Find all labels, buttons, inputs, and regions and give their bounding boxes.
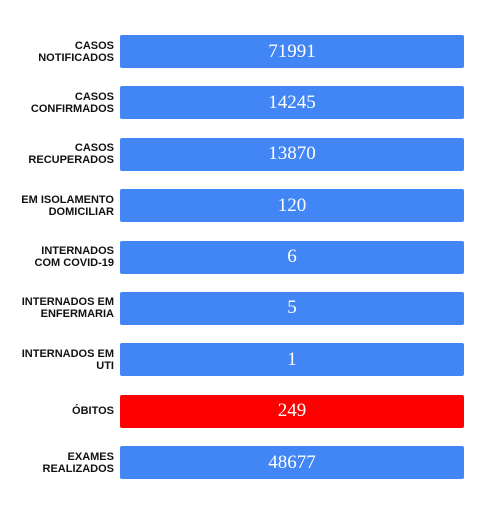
stat-bar: 71991 — [120, 35, 464, 68]
stat-label: EM ISOLAMENTO DOMICILIAR — [21, 193, 114, 218]
stat-row-exames-realizados: EXAMES REALIZADOS 48677 — [0, 446, 504, 497]
stat-value: 6 — [287, 246, 297, 268]
stat-row-casos-confirmados: CASOS CONFIRMADOS 14245 — [0, 86, 504, 137]
stat-label: CASOS NOTIFICADOS — [38, 39, 114, 64]
stat-value: 249 — [277, 400, 307, 422]
stat-row-casos-recuperados: CASOS RECUPERADOS 13870 — [0, 137, 504, 189]
stat-label: ÓBITOS — [72, 405, 114, 418]
stat-label: INTERNADOS EM UTI — [21, 347, 114, 372]
stat-bar: 5 — [120, 291, 464, 325]
stat-bar: 13870 — [120, 137, 464, 171]
stat-value: 48677 — [268, 451, 316, 473]
covid-stats-panel: CASOS NOTIFICADOS 71991 CASOS CONFIRMADO… — [0, 35, 504, 498]
stat-row-internados-uti: INTERNADOS EM UTI 1 — [0, 343, 504, 394]
stat-row-internados-covid: INTERNADOS COM COVID-19 6 — [0, 240, 504, 292]
stat-bar: 249 — [120, 394, 464, 428]
stat-label: CASOS RECUPERADOS — [28, 142, 114, 167]
stat-value: 1 — [287, 348, 297, 370]
stat-label: INTERNADOS COM COVID-19 — [34, 245, 114, 270]
stat-label: INTERNADOS EM ENFERMARIA — [21, 296, 114, 321]
stat-bar: 120 — [120, 189, 464, 223]
stat-value: 14245 — [268, 91, 316, 113]
stat-row-obitos: ÓBITOS 249 — [0, 394, 504, 446]
stat-bar: 48677 — [120, 446, 464, 480]
stat-bar: 6 — [120, 240, 464, 274]
stat-row-casos-notificados: CASOS NOTIFICADOS 71991 — [0, 35, 504, 86]
stat-row-internados-enfermaria: INTERNADOS EM ENFERMARIA 5 — [0, 291, 504, 343]
stat-value: 120 — [277, 194, 307, 216]
stat-bar: 1 — [120, 343, 464, 377]
stat-label: EXAMES REALIZADOS — [42, 450, 115, 475]
stat-label: CASOS CONFIRMADOS — [30, 90, 114, 115]
stat-value: 71991 — [268, 40, 316, 62]
stat-row-isolamento-domiciliar: EM ISOLAMENTO DOMICILIAR 120 — [0, 189, 504, 240]
stat-value: 5 — [287, 297, 297, 319]
stat-value: 13870 — [268, 143, 316, 165]
stat-bar: 14245 — [120, 86, 464, 120]
